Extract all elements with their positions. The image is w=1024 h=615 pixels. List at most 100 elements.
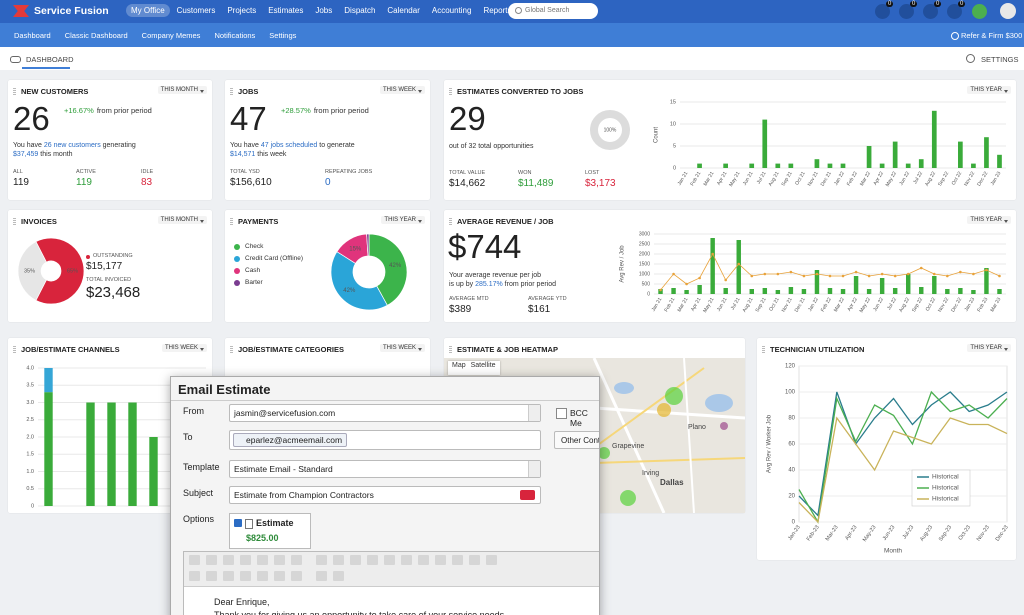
period-dropdown[interactable]: THIS WEEK [379, 344, 425, 352]
intro-link[interactable]: 26 new customers [43, 142, 101, 149]
bar [866, 289, 872, 294]
intro-link[interactable]: 47 jobs scheduled [260, 142, 318, 149]
map-tab[interactable]: Satellite [470, 362, 496, 369]
settings-link[interactable]: SETTINGS [981, 55, 1019, 64]
toolbar-button[interactable] [257, 555, 268, 565]
y-tick-label: 2.5 [26, 417, 34, 423]
x-tick-label: Mar 22 [833, 296, 846, 313]
global-search[interactable]: Global Search [508, 3, 598, 19]
x-tick-label: Nov 22 [937, 296, 950, 313]
toolbar-button[interactable] [333, 555, 344, 565]
toolbar-button[interactable] [257, 571, 268, 581]
nav-icon[interactable] [972, 4, 987, 19]
other-contacts-button[interactable]: Other Contacts [554, 431, 599, 449]
period-dropdown[interactable]: THIS YEAR [967, 216, 1011, 224]
toolbar-button[interactable] [384, 555, 395, 565]
period-dropdown[interactable]: THIS WEEK [161, 344, 207, 352]
menu-item[interactable]: Projects [227, 6, 257, 15]
nav-icon[interactable] [875, 4, 890, 19]
menu-item[interactable]: Jobs [315, 6, 333, 15]
subject-tag-icon[interactable] [520, 490, 535, 500]
stat-value: 119 [13, 177, 29, 188]
toolbar-button[interactable] [223, 555, 234, 565]
toolbar-button[interactable] [486, 555, 497, 565]
sub-menu-item[interactable]: Company Memes [141, 31, 201, 40]
period-dropdown[interactable]: THIS YEAR [967, 344, 1011, 352]
toolbar-button[interactable] [206, 555, 217, 565]
stat-value: $156,610 [230, 177, 272, 188]
toolbar-button[interactable] [223, 571, 234, 581]
toolbar-button[interactable] [189, 555, 200, 565]
toolbar-button[interactable] [274, 555, 285, 565]
nav-icon[interactable] [899, 4, 914, 19]
period-dropdown[interactable]: THIS WEEK [379, 86, 425, 94]
menu-item[interactable]: Reports [483, 6, 512, 15]
toolbar-button[interactable] [367, 555, 378, 565]
x-tick-label: Dec-23 [995, 525, 1010, 543]
toolbar-button[interactable] [189, 571, 200, 581]
x-tick-label: Mar-23 [825, 525, 840, 543]
sub-menu-item[interactable]: Settings [269, 31, 297, 40]
toolbar-button[interactable] [206, 571, 217, 581]
nav-icon[interactable] [923, 4, 938, 19]
to-input[interactable]: eparlez@acmeemail.com [229, 430, 541, 450]
y-axis-label: Avg Rev / Job [620, 245, 626, 283]
toolbar-button[interactable] [469, 555, 480, 565]
menu-item[interactable]: Calendar [387, 6, 420, 15]
toolbar-button[interactable] [240, 555, 251, 565]
intro-link[interactable]: $37,459 [13, 151, 39, 158]
bcc-checkbox[interactable] [556, 408, 567, 419]
nav-icon[interactable] [947, 4, 962, 19]
intro-link[interactable]: $14,571 [230, 151, 256, 158]
menu-item[interactable]: Accounting [431, 6, 472, 15]
x-tick-label: Jun 22 [898, 170, 911, 186]
template-select[interactable]: Estimate Email - Standard [229, 460, 541, 478]
toolbar-button[interactable] [240, 571, 251, 581]
toolbar-button[interactable] [350, 555, 361, 565]
sub-menu-item[interactable]: Notifications [214, 31, 256, 40]
intro-text: from prior period [502, 281, 557, 288]
toolbar-button[interactable] [274, 571, 285, 581]
map-tabs: Map Satellite [448, 361, 500, 375]
period-dropdown[interactable]: THIS MONTH [157, 86, 207, 94]
y-tick-label: 5 [673, 143, 676, 149]
menu-item[interactable]: My Office [126, 4, 170, 17]
bar [892, 288, 898, 294]
trend-point [724, 278, 728, 282]
toolbar-button[interactable] [316, 571, 327, 581]
place-label: Plano [688, 424, 706, 431]
period-dropdown[interactable]: THIS YEAR [967, 86, 1011, 94]
x-tick-label: Mar 21 [703, 170, 716, 187]
toolbar-button[interactable] [291, 555, 302, 565]
subject-input[interactable]: Estimate from Champion Contractors [229, 486, 541, 504]
period-dropdown[interactable]: THIS YEAR [381, 216, 425, 224]
toolbar-button[interactable] [291, 571, 302, 581]
intro-link[interactable]: 285.17% [475, 281, 503, 288]
y-tick-label: 0 [673, 165, 676, 171]
toolbar-button[interactable] [418, 555, 429, 565]
toolbar-button[interactable] [333, 571, 344, 581]
slice-label: 42% [343, 288, 356, 294]
toolbar-button[interactable] [452, 555, 463, 565]
trend-point [854, 270, 858, 274]
toolbar-button[interactable] [435, 555, 446, 565]
toolbar-button[interactable] [316, 555, 327, 565]
x-tick-label: Dec 22 [950, 296, 963, 313]
toolbar-button[interactable] [401, 555, 412, 565]
sub-menu-item[interactable]: Classic Dashboard [64, 31, 128, 40]
menu-item[interactable]: Dispatch [344, 6, 376, 15]
from-select[interactable]: jasmin@servicefusion.com [229, 404, 541, 422]
period-dropdown[interactable]: THIS MONTH [157, 216, 207, 224]
pie-chart: 35% 65% [17, 237, 85, 305]
menu-item[interactable]: Estimates [268, 6, 304, 15]
sub-menu-item[interactable]: Dashboard [14, 31, 51, 40]
trend-point [815, 272, 819, 276]
map-tab[interactable]: Map [452, 362, 466, 369]
place-label: Irving [642, 470, 660, 477]
field-label: Subject [183, 488, 214, 498]
x-tick-label: Oct 22 [925, 296, 938, 312]
avatar[interactable] [1000, 3, 1016, 19]
refer-link[interactable]: Refer & Firm $300 [961, 31, 1023, 40]
option-checkbox[interactable] [234, 519, 242, 527]
menu-item[interactable]: Customers [176, 6, 216, 15]
